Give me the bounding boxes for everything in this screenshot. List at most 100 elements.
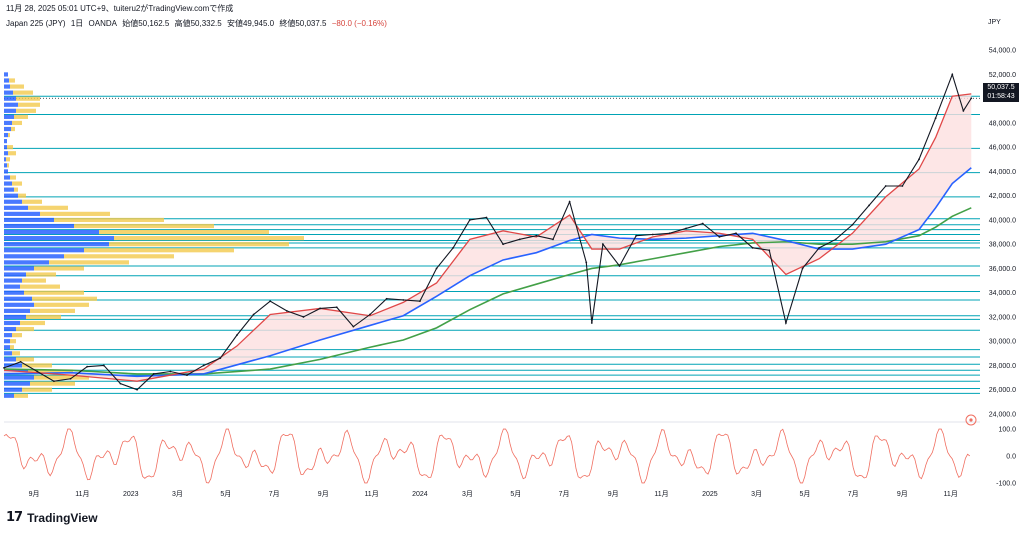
x-tick-label: 3月	[751, 490, 762, 498]
volume-profile-bar-blue	[4, 187, 14, 192]
x-tick-label: 3月	[172, 490, 183, 498]
volume-profile-bar-blue	[4, 393, 14, 398]
price-point	[102, 364, 105, 367]
volume-profile-bar-yellow	[24, 290, 84, 295]
x-tick-label: 11月	[654, 490, 668, 498]
volume-profile-bar-blue	[4, 308, 30, 313]
volume-profile-bar-yellow	[26, 314, 61, 320]
price-point	[419, 300, 421, 303]
volume-profile-bar-yellow	[22, 199, 42, 204]
y-tick-label: 46,000.0	[989, 145, 1016, 152]
y-tick-label: 40,000.0	[989, 217, 1016, 224]
volume-profile-bar-yellow	[22, 363, 52, 368]
volume-profile-bar-yellow	[14, 393, 28, 398]
volume-profile-bar-blue	[4, 314, 26, 320]
y-tick-label: 42,000.0	[989, 193, 1016, 200]
y-tick-label: 32,000.0	[989, 314, 1016, 321]
volume-profile-bar-yellow	[32, 296, 97, 301]
price-point	[435, 267, 438, 270]
volume-profile-bar-yellow	[99, 229, 269, 235]
volume-profile-bar-yellow	[9, 78, 15, 83]
volume-profile-bar-yellow	[26, 272, 56, 277]
x-tick-label: 11月	[75, 490, 89, 498]
volume-profile-bar-blue	[4, 272, 26, 277]
price-point	[86, 365, 89, 368]
volume-profile-bar-yellow	[114, 236, 304, 241]
price-point	[202, 364, 205, 367]
price-point	[285, 309, 288, 312]
price-point	[602, 243, 604, 246]
price-point	[269, 300, 272, 303]
volume-profile-bar-yellow	[18, 193, 26, 198]
price-point	[19, 360, 22, 363]
volume-profile-bar-blue	[4, 102, 18, 107]
volume-profile-bar-blue	[4, 114, 14, 119]
volume-profile-bar-blue	[4, 151, 8, 156]
price-point	[236, 334, 238, 337]
volume-profile-bar-blue	[4, 339, 10, 344]
volume-profile-bar-yellow	[54, 217, 164, 223]
volume-profile-bar-blue	[4, 333, 12, 338]
volume-profile-bar-blue	[4, 302, 34, 307]
volume-profile-bar-yellow	[7, 145, 13, 150]
last-price-tag: 50,037.5 01:58:43	[983, 83, 1019, 102]
volume-profile-bar-yellow	[12, 351, 20, 356]
volume-profile-bar-yellow	[20, 284, 60, 289]
volume-profile-bar-blue	[4, 254, 64, 259]
price-point	[735, 232, 737, 235]
tradingview-brand[interactable]: 17 TradingView	[6, 510, 98, 525]
symbol-interval[interactable]: 1日	[70, 19, 84, 28]
currency-label: JPY	[988, 19, 1001, 26]
volume-profile-bar-yellow	[74, 223, 214, 229]
volume-profile-bar-blue	[4, 211, 40, 216]
price-point	[585, 261, 588, 264]
volume-profile-bar-blue	[4, 169, 8, 174]
ema-long-line	[3, 207, 972, 375]
price-point	[851, 223, 854, 226]
price-point	[152, 373, 155, 375]
price-point	[618, 265, 621, 267]
price-point	[934, 117, 937, 119]
y-tick-label: 54,000.0	[989, 48, 1016, 55]
y-tick-label: 36,000.0	[989, 266, 1016, 273]
y-tick-label: 44,000.0	[989, 169, 1016, 176]
volume-profile-bar-blue	[4, 284, 20, 289]
price-point	[651, 233, 654, 236]
y-tick-label: 26,000.0	[989, 387, 1016, 394]
volume-profile-bar-yellow	[16, 96, 40, 101]
y-tick-label: 38,000.0	[989, 242, 1016, 249]
volume-profile-bar-yellow	[14, 114, 28, 119]
price-point	[219, 357, 222, 360]
price-point	[801, 267, 804, 270]
volume-profile-bar-blue	[4, 375, 34, 380]
volume-profile-bar-yellow	[28, 369, 73, 374]
price-point	[768, 249, 771, 252]
volume-profile-bar-blue	[4, 126, 11, 132]
price-point	[468, 219, 471, 221]
chart-header: 11月 28, 2025 05:01 UTC+9、tuiteru2がTradin…	[6, 4, 234, 13]
ema-short-line	[3, 93, 972, 382]
volume-profile-bar-blue	[4, 199, 22, 204]
ohlc-change: −80.0 (−0.16%)	[331, 19, 387, 28]
volume-profile-bar-blue	[4, 266, 34, 271]
x-tick-label: 9月	[608, 490, 619, 498]
price-point	[718, 236, 721, 238]
price-point	[3, 366, 5, 369]
symbol-name[interactable]: Japan 225 (JPY)	[6, 19, 66, 28]
volume-profile-bar-blue	[4, 193, 18, 198]
volume-profile-bar-yellow	[11, 126, 15, 132]
volume-profile-bar-blue	[4, 90, 13, 95]
volume-profile-bar-blue	[4, 120, 12, 126]
price-point	[385, 297, 388, 300]
x-tick-label: 11月	[944, 490, 958, 498]
price-point	[590, 322, 593, 324]
x-tick-label: 5月	[799, 490, 810, 498]
volume-profile-bar-yellow	[7, 163, 9, 168]
volume-profile-bar-blue	[4, 157, 6, 162]
symbol-line: Japan 225 (JPY) 1日 OANDA 始値50,162.5 高値50…	[6, 18, 390, 29]
rsi-line	[3, 428, 971, 484]
price-point	[535, 234, 538, 237]
rsi-tick-label: 0.0	[1006, 454, 1016, 461]
volume-profile-bar-yellow	[10, 84, 24, 89]
